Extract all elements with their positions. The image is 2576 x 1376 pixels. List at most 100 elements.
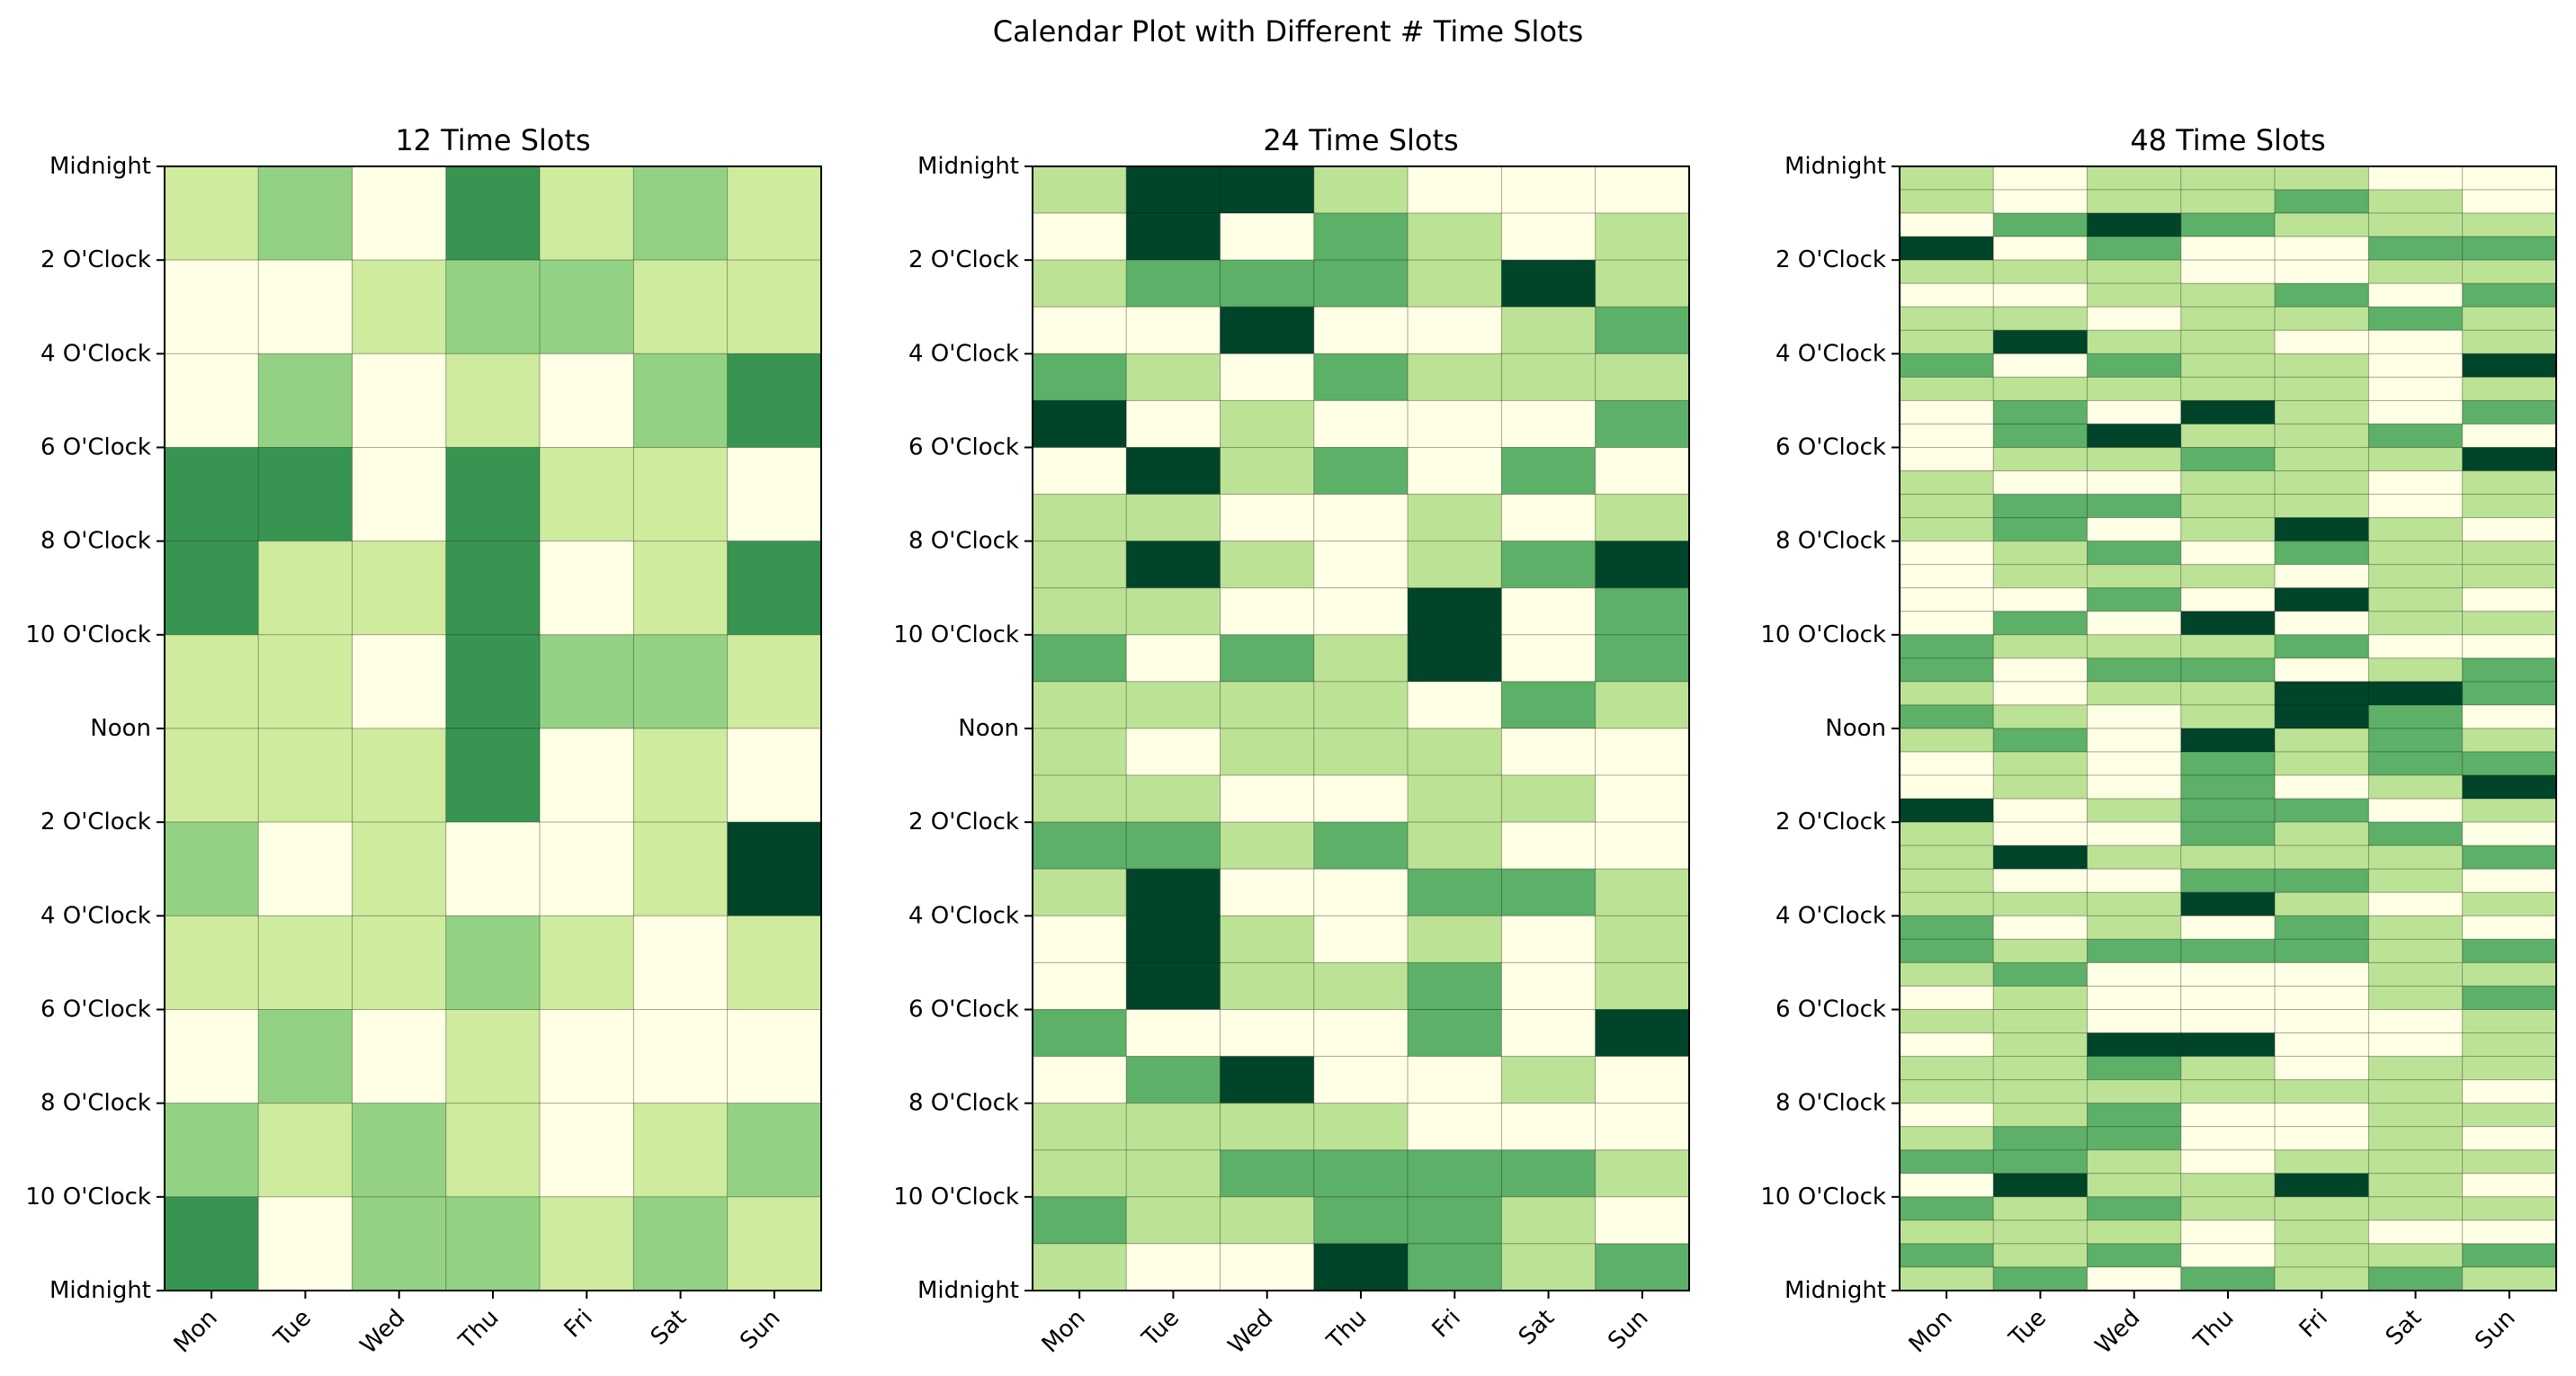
heatmap-cell — [2367, 821, 2464, 846]
heatmap-cell — [2462, 1149, 2557, 1175]
heatmap-cell — [257, 1009, 353, 1104]
y-tick-label: 2 O'Clock — [40, 809, 151, 835]
heatmap-cell — [1992, 891, 2089, 916]
heatmap-cell — [2274, 985, 2369, 1011]
heatmap-cell — [2274, 774, 2369, 800]
heatmap-cell — [1899, 259, 1994, 284]
heatmap-cell — [1407, 634, 1502, 683]
heatmap-cell — [1595, 587, 1690, 636]
heatmap-cell — [1992, 282, 2089, 308]
y-tick-label: Midnight — [1784, 153, 1886, 180]
heatmap-cell — [1992, 1032, 2089, 1058]
heatmap-cell — [1992, 938, 2089, 963]
panel-title: 12 Time Slots — [395, 123, 590, 157]
heatmap-cell — [1032, 494, 1127, 542]
heatmap-cell — [1407, 1056, 1502, 1104]
heatmap-cell — [2274, 868, 2369, 893]
heatmap-cell — [352, 821, 447, 916]
x-tick-label: Sat — [2381, 1304, 2427, 1350]
heatmap-cell — [1899, 376, 1994, 401]
heatmap-cell — [257, 165, 353, 261]
heatmap-cell — [1220, 868, 1315, 916]
heatmap-cell — [164, 634, 259, 729]
heatmap-cell — [1992, 236, 2089, 261]
heatmap-cell — [1992, 704, 2089, 729]
heatmap-cell — [1032, 1056, 1127, 1104]
heatmap-cell — [2087, 564, 2182, 589]
heatmap-cell — [1992, 961, 2089, 987]
heatmap-cell — [1220, 1149, 1315, 1198]
heatmap-cell — [1313, 306, 1409, 354]
heatmap-cell — [539, 634, 634, 729]
heatmap-cell — [1595, 399, 1690, 448]
heatmap-cell — [1992, 447, 2089, 472]
heatmap-cell — [1899, 1243, 1994, 1268]
heatmap-cell — [2180, 399, 2276, 424]
heatmap-cell — [2087, 236, 2182, 261]
heatmap-cell — [2462, 728, 2557, 753]
heatmap-cell — [2087, 915, 2182, 940]
heatmap-cell — [1899, 212, 1994, 237]
heatmap-cell — [2367, 1032, 2464, 1058]
heatmap-cell — [2087, 938, 2182, 963]
heatmap-cell — [1595, 821, 1690, 870]
heatmap-cell — [1032, 1243, 1127, 1291]
heatmap-cell — [1899, 938, 1994, 963]
heatmap-cell — [2180, 470, 2276, 496]
heatmap-cell — [2462, 751, 2557, 776]
heatmap-cell — [1500, 1149, 1597, 1198]
y-tick-label: 8 O'Clock — [40, 528, 151, 555]
y-tick-label: 10 O'Clock — [893, 621, 1019, 648]
heatmap-cell — [1313, 1103, 1409, 1151]
heatmap-cell — [2274, 1056, 2369, 1081]
heatmap-cell — [352, 259, 447, 354]
heatmap-cell — [2274, 447, 2369, 472]
y-tick-label: 4 O'Clock — [1775, 902, 1886, 929]
heatmap-cell — [2367, 587, 2464, 612]
heatmap-cell — [2180, 423, 2276, 449]
heatmap-cell — [2274, 470, 2369, 496]
heatmap-cell — [727, 541, 822, 636]
heatmap-cell — [2274, 189, 2369, 214]
heatmap-cell — [1899, 189, 1994, 214]
heatmap-cell — [2180, 657, 2276, 683]
heatmap-cell — [2180, 1243, 2276, 1268]
heatmap-cell — [2367, 611, 2464, 636]
heatmap-cell — [1407, 306, 1502, 354]
heatmap-cell — [2274, 798, 2369, 823]
heatmap-cell — [2367, 774, 2464, 800]
heatmap-cell — [2462, 704, 2557, 729]
heatmap-cell — [1992, 774, 2089, 800]
heatmap-cell — [1032, 212, 1127, 261]
heatmap-cell — [352, 728, 447, 823]
heatmap-cell — [1992, 844, 2089, 870]
y-tick-label: 10 O'Clock — [25, 1184, 151, 1211]
heatmap-cell — [632, 1103, 729, 1198]
heatmap-cell — [1500, 961, 1597, 1010]
heatmap-cell — [445, 165, 541, 261]
heatmap-cell — [1992, 1220, 2089, 1245]
heatmap-cell — [2274, 681, 2369, 706]
heatmap-cell — [2462, 236, 2557, 261]
heatmap-cell — [2367, 189, 2464, 214]
y-tick-label: 6 O'Clock — [40, 434, 151, 461]
heatmap-cell — [1313, 165, 1409, 214]
heatmap-cell — [1032, 1009, 1127, 1058]
heatmap-cell — [2462, 821, 2557, 846]
heatmap-cell — [1032, 728, 1127, 776]
y-tick-label: Midnight — [917, 153, 1019, 180]
heatmap-cell — [1125, 212, 1221, 261]
x-tick-label: Mon — [169, 1304, 223, 1358]
heatmap-cell — [2274, 1009, 2369, 1034]
heatmap-cell — [2180, 541, 2276, 566]
x-tick-label: Wed — [2090, 1304, 2145, 1359]
heatmap-cell — [2367, 329, 2464, 354]
heatmap-cell — [1899, 798, 1994, 823]
y-tick-label: Midnight — [49, 1277, 151, 1304]
heatmap-cell — [2274, 704, 2369, 729]
heatmap-cell — [1992, 353, 2089, 378]
heatmap-cell — [2274, 541, 2369, 566]
heatmap-cell — [1220, 1243, 1315, 1291]
heatmap-cell — [1313, 728, 1409, 776]
heatmap-cell — [1500, 587, 1597, 636]
